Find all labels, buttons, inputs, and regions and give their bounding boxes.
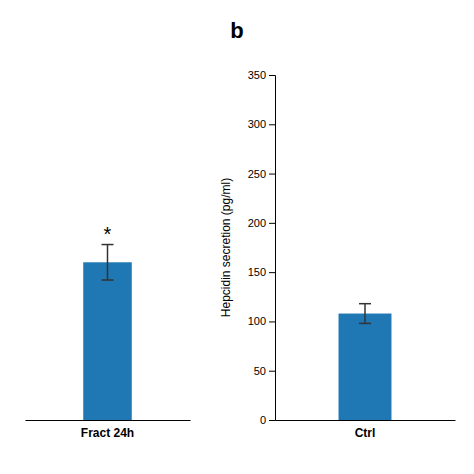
- y-tick: 150: [248, 266, 275, 278]
- y-tick-label: 300: [248, 118, 266, 130]
- y-tick-label: 50: [254, 365, 266, 377]
- error-cap: [102, 279, 114, 281]
- x-axis-line: [26, 420, 191, 421]
- y-tick-label: 0: [260, 414, 266, 426]
- y-tick-mark: [269, 272, 275, 273]
- y-axis: 0 50 100 150 200 250 300 350: [248, 69, 276, 426]
- y-tick: 100: [248, 315, 275, 327]
- x-tick: Ctrl: [355, 426, 376, 440]
- error-cap: [359, 323, 371, 325]
- y-tick-label: 200: [248, 217, 266, 229]
- bar: [339, 314, 392, 420]
- chart: * Fract 24h Ctrl 0 50 100 150 200 250 300 350 Hepci…: [0, 0, 474, 474]
- y-tick: 50: [254, 365, 275, 377]
- panel-label: b: [230, 18, 243, 43]
- y-tick-mark: [269, 321, 275, 322]
- y-tick-mark: [269, 223, 275, 224]
- y-tick: 250: [248, 168, 275, 180]
- y-axis-title: Hepcidin secretion (pg/ml): [219, 178, 233, 317]
- y-tick: 200: [248, 217, 275, 229]
- error-bar: [359, 304, 371, 324]
- x-axis-line: [276, 420, 456, 421]
- y-tick-mark: [269, 124, 275, 125]
- y-tick-mark: [269, 75, 275, 76]
- x-axis: Fract 24h: [26, 421, 191, 441]
- x-tick-label: Fract 24h: [81, 426, 134, 440]
- marks: [339, 304, 392, 420]
- error-line: [364, 304, 366, 324]
- y-axis-line: [269, 76, 276, 421]
- y-tick-label: 150: [248, 266, 266, 278]
- x-tick: Fract 24h: [81, 426, 134, 440]
- y-tick: 350: [248, 69, 275, 81]
- y-tick-label: 350: [248, 69, 266, 81]
- panel: * Fract 24h: [26, 223, 191, 441]
- error-line: [107, 245, 109, 280]
- y-tick-mark: [269, 371, 275, 372]
- y-tick-label: 250: [248, 168, 266, 180]
- x-tick-label: Ctrl: [355, 426, 376, 440]
- error-cap: [359, 303, 371, 305]
- y-tick-label: 100: [248, 315, 266, 327]
- marks: [83, 245, 132, 420]
- y-tick-mark: [269, 420, 275, 421]
- error-bar: [102, 245, 114, 280]
- y-tick: 300: [248, 118, 275, 130]
- x-axis: Ctrl: [276, 421, 456, 441]
- y-tick-mark: [269, 174, 275, 175]
- y-tick: 0: [260, 414, 275, 426]
- bar: [83, 262, 132, 420]
- annotation: *: [104, 223, 112, 245]
- panel: Ctrl 0 50 100 150 200 250 300 350 Hepcidin secret…: [219, 69, 456, 440]
